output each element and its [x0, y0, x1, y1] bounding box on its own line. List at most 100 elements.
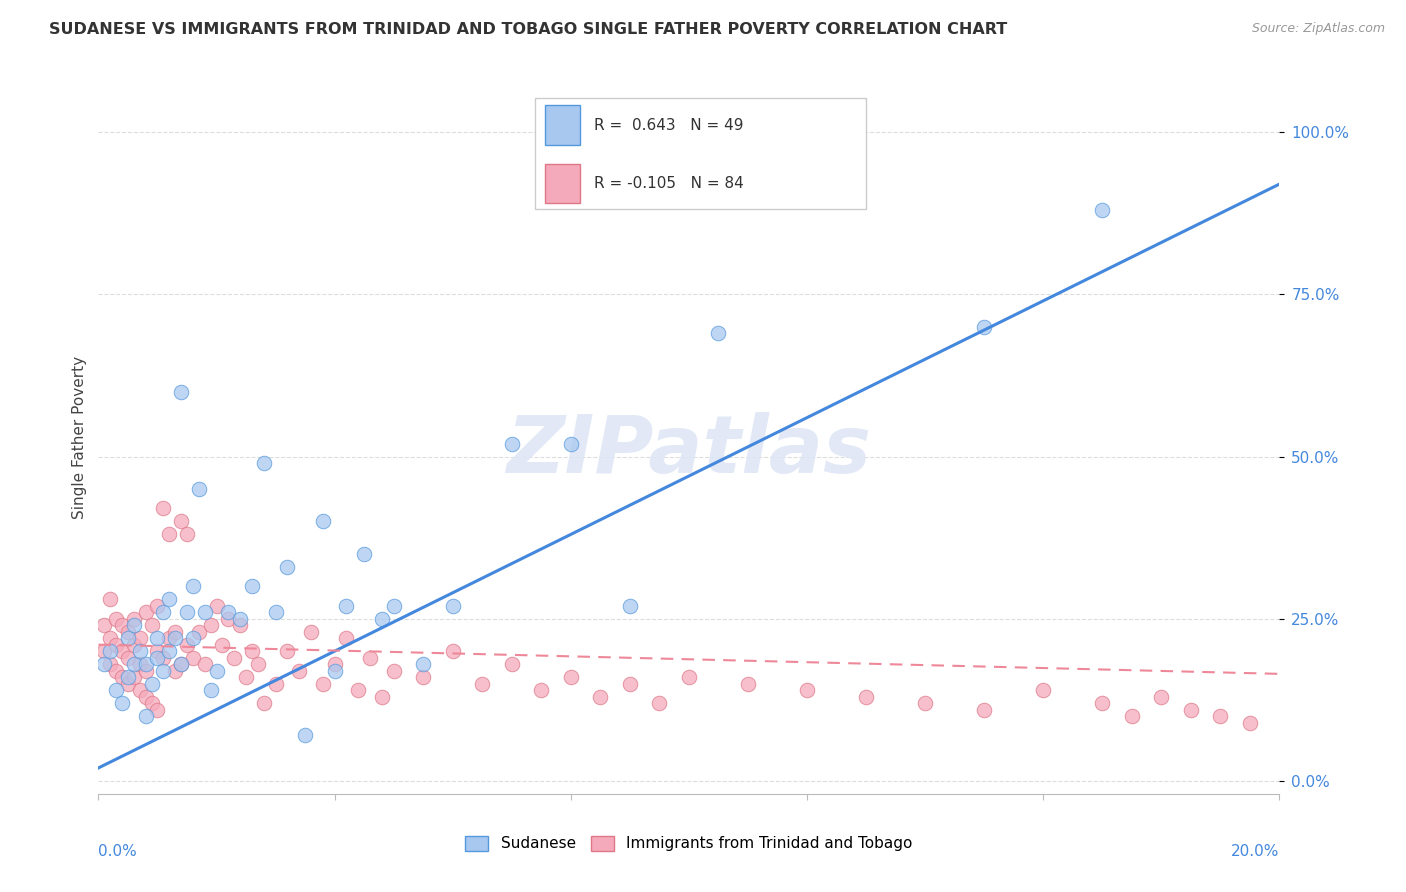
Point: [1121, 709, 1143, 723]
Point: [146, 631, 169, 645]
Point: [1209, 709, 1232, 723]
Point: [122, 657, 145, 672]
Point: [323, 657, 346, 672]
Point: [589, 690, 612, 704]
Point: [93, 657, 115, 672]
Point: [205, 664, 228, 678]
Text: ZIPatlas: ZIPatlas: [506, 412, 872, 491]
Point: [117, 650, 139, 665]
Point: [98, 657, 121, 672]
Point: [1091, 696, 1114, 710]
Point: [335, 599, 357, 613]
Point: [229, 618, 252, 632]
Point: [276, 559, 298, 574]
Point: [299, 624, 322, 639]
Point: [253, 456, 276, 470]
Point: [117, 670, 139, 684]
Point: [288, 664, 311, 678]
Point: [165, 624, 187, 639]
Point: [146, 650, 169, 665]
Point: [152, 650, 174, 665]
Point: [135, 690, 157, 704]
Point: [530, 683, 553, 698]
Point: [98, 631, 121, 645]
Point: [359, 650, 381, 665]
Point: [146, 599, 169, 613]
Point: [737, 676, 759, 690]
FancyBboxPatch shape: [536, 98, 866, 209]
Point: [165, 664, 187, 678]
Point: [973, 702, 995, 716]
Point: [441, 644, 464, 658]
Point: [264, 676, 287, 690]
Point: [181, 579, 204, 593]
Point: [796, 683, 818, 698]
Point: [98, 592, 121, 607]
Point: [187, 624, 209, 639]
Point: [117, 624, 139, 639]
Point: [157, 644, 180, 658]
Point: [501, 657, 523, 672]
Text: Source: ZipAtlas.com: Source: ZipAtlas.com: [1251, 22, 1385, 36]
Point: [141, 676, 163, 690]
Point: [855, 690, 877, 704]
Point: [200, 618, 222, 632]
Point: [181, 631, 204, 645]
Point: [648, 696, 671, 710]
Point: [141, 618, 163, 632]
Point: [323, 664, 346, 678]
Point: [170, 657, 193, 672]
Point: [176, 527, 198, 541]
Point: [152, 664, 174, 678]
Point: [211, 638, 233, 652]
Point: [312, 515, 335, 529]
Point: [105, 683, 128, 698]
Point: [122, 612, 145, 626]
Point: [1150, 690, 1173, 704]
Point: [152, 501, 174, 516]
Point: [152, 605, 174, 619]
Point: [122, 638, 145, 652]
Point: [619, 599, 641, 613]
Point: [224, 650, 246, 665]
Point: [1091, 202, 1114, 217]
Point: [501, 436, 523, 450]
Point: [194, 605, 217, 619]
Point: [1239, 715, 1261, 730]
Point: [117, 631, 139, 645]
Point: [312, 676, 335, 690]
Point: [128, 631, 150, 645]
Point: [382, 664, 405, 678]
Point: [176, 605, 198, 619]
Point: [165, 631, 187, 645]
Point: [1032, 683, 1054, 698]
Point: [294, 729, 316, 743]
Text: SUDANESE VS IMMIGRANTS FROM TRINIDAD AND TOBAGO SINGLE FATHER POVERTY CORRELATIO: SUDANESE VS IMMIGRANTS FROM TRINIDAD AND…: [49, 22, 1008, 37]
Point: [240, 579, 263, 593]
Point: [276, 644, 298, 658]
Point: [217, 605, 239, 619]
Point: [412, 670, 434, 684]
Point: [371, 690, 394, 704]
Point: [135, 605, 157, 619]
Point: [176, 638, 198, 652]
Text: 20.0%: 20.0%: [1232, 844, 1279, 859]
Text: R = -0.105   N = 84: R = -0.105 N = 84: [595, 176, 744, 191]
Point: [146, 644, 169, 658]
Point: [111, 644, 134, 658]
Point: [264, 605, 287, 619]
Point: [412, 657, 434, 672]
Point: [678, 670, 700, 684]
Point: [181, 650, 204, 665]
Point: [105, 612, 128, 626]
Point: [194, 657, 217, 672]
Bar: [546, 164, 581, 203]
Point: [146, 702, 169, 716]
Point: [235, 670, 257, 684]
Point: [335, 631, 357, 645]
Point: [98, 644, 121, 658]
Point: [560, 670, 582, 684]
Point: [117, 676, 139, 690]
Point: [105, 664, 128, 678]
Point: [382, 599, 405, 613]
